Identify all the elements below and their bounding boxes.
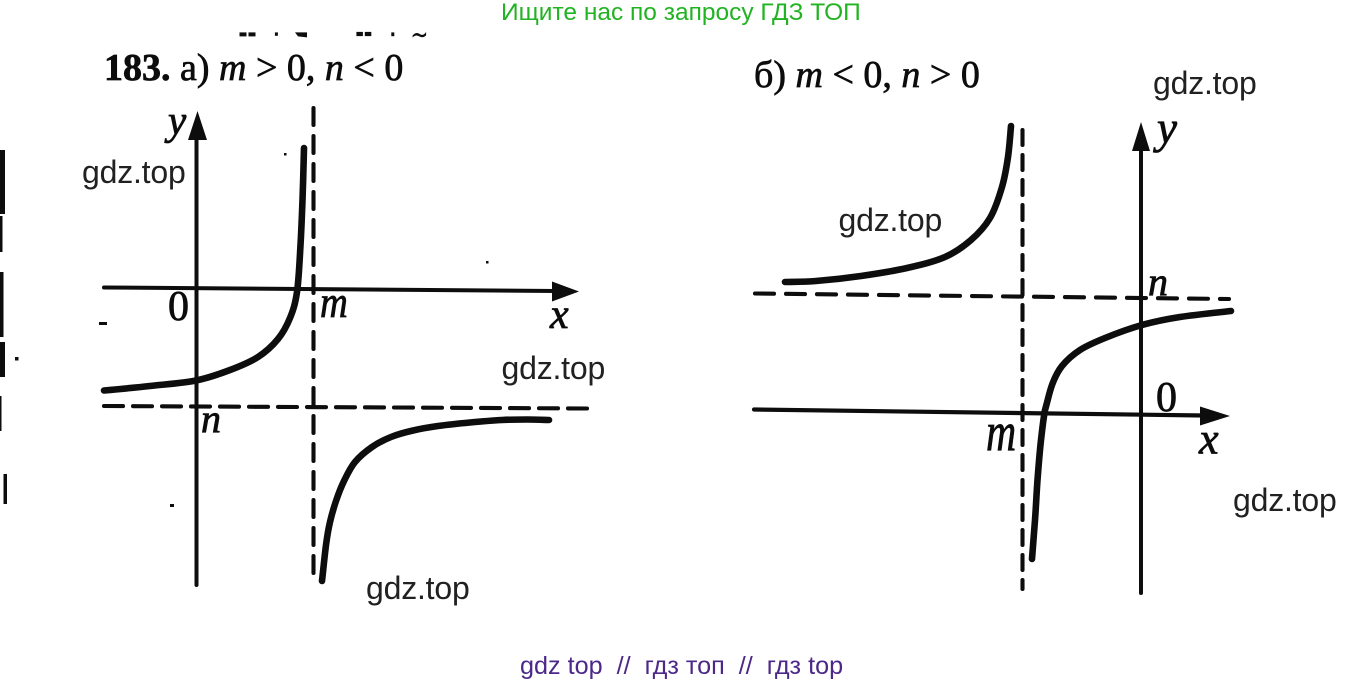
svg-text:0: 0: [1156, 375, 1177, 421]
svg-text:y: y: [164, 97, 187, 143]
svg-text:m: m: [320, 278, 348, 327]
svg-text:n: n: [1148, 259, 1168, 304]
svg-text:x: x: [1198, 415, 1219, 464]
svg-text:0: 0: [168, 284, 189, 330]
svg-text:x: x: [549, 292, 569, 338]
svg-text:y: y: [1153, 103, 1177, 153]
svg-text:m: m: [986, 401, 1016, 463]
svg-text:n: n: [201, 396, 221, 441]
